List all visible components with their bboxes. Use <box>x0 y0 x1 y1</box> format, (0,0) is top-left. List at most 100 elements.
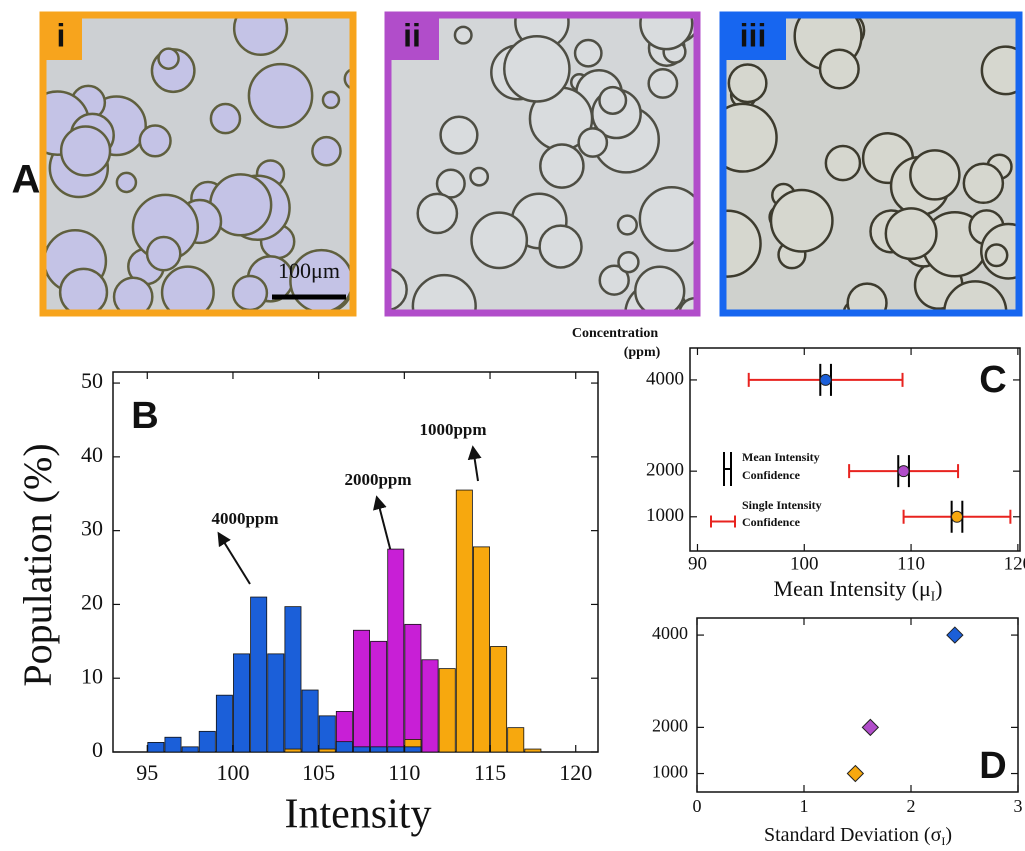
y-axis-label: Concentration <box>572 326 659 341</box>
bar <box>284 606 302 753</box>
droplet <box>598 264 630 296</box>
droplet <box>962 162 1005 205</box>
droplet <box>115 171 138 194</box>
droplet <box>58 267 109 316</box>
droplet <box>321 90 341 110</box>
image-border <box>719 11 1023 317</box>
point <box>950 510 963 523</box>
arrow <box>467 445 482 482</box>
droplet <box>720 209 762 278</box>
image-border <box>384 11 701 317</box>
annotation: 1000ppm <box>419 420 486 439</box>
bar <box>353 629 370 753</box>
bar <box>524 748 542 753</box>
bar <box>318 715 336 753</box>
droplet <box>598 85 628 115</box>
legend-symbol <box>723 452 732 486</box>
droplet <box>209 102 242 135</box>
droplet <box>112 276 154 316</box>
droplet <box>470 211 529 270</box>
droplet <box>435 168 466 199</box>
image-label-box <box>720 12 786 60</box>
bar <box>318 748 336 753</box>
bar <box>301 689 319 753</box>
droplet <box>824 144 862 182</box>
annotation: 2000ppm <box>344 470 411 489</box>
droplet <box>577 127 609 158</box>
scale-bar-label: 100μm <box>278 258 340 283</box>
droplet <box>503 35 571 103</box>
droplet <box>634 265 686 316</box>
bar <box>335 741 353 753</box>
droplet <box>231 274 269 312</box>
droplet <box>984 243 1009 268</box>
image-label: iii <box>740 17 767 53</box>
x-axis-label: Mean Intensity (μI) <box>774 576 943 604</box>
plot-frame <box>689 347 1021 552</box>
bar <box>164 736 182 753</box>
droplet <box>573 38 603 68</box>
droplet <box>639 12 694 51</box>
y-tick-label: 30 <box>81 516 103 541</box>
y-tick-label: 40 <box>81 442 103 467</box>
bar <box>284 748 302 753</box>
droplet <box>617 250 640 274</box>
droplet <box>884 207 938 261</box>
x-axis-label: Intensity <box>285 792 432 838</box>
x-axis-label-part: Standard Deviation (σ <box>764 824 942 846</box>
y-tick-label: 1000 <box>646 505 684 526</box>
x-axis-label-part: ) <box>945 824 952 846</box>
x-tick-label: 1 <box>800 796 809 816</box>
droplet <box>727 63 768 104</box>
droplet <box>539 143 585 189</box>
droplet <box>909 149 961 201</box>
x-tick-label: 120 <box>559 760 592 785</box>
x-axis-label-part: I <box>941 834 945 848</box>
plot-frame <box>696 617 1019 793</box>
droplet <box>311 135 342 167</box>
droplet <box>818 48 860 90</box>
bar <box>370 640 388 753</box>
x-tick-label: 110 <box>388 760 420 785</box>
bar <box>472 546 490 753</box>
x-tick-label: 3 <box>1014 796 1023 816</box>
panel-label: B <box>131 395 158 437</box>
point <box>946 626 964 644</box>
droplet <box>416 192 459 235</box>
point <box>861 718 880 737</box>
x-tick-label: 90 <box>688 553 707 574</box>
droplet <box>647 68 679 99</box>
x-tick-label: 115 <box>474 760 506 785</box>
image-label-box <box>40 12 82 60</box>
droplet <box>638 185 700 253</box>
image-label: i <box>57 17 66 53</box>
droplet <box>439 115 479 155</box>
bar <box>198 730 216 753</box>
y-axis-label: (ppm) <box>624 345 661 360</box>
bar <box>421 659 439 753</box>
y-tick-label: 50 <box>81 368 103 393</box>
droplet <box>232 12 289 57</box>
legend-label: Confidence <box>742 515 801 529</box>
bar <box>507 727 525 753</box>
panel-label: A <box>12 158 41 202</box>
x-tick-label: 100 <box>216 760 249 785</box>
point <box>846 764 865 783</box>
bar <box>387 548 405 753</box>
x-axis-label-part: I <box>931 589 935 604</box>
x-tick-label: 120 <box>1004 553 1025 574</box>
bar <box>233 653 251 753</box>
arrow <box>217 531 251 585</box>
bar <box>353 746 370 753</box>
point <box>819 373 832 386</box>
bar <box>250 596 268 753</box>
bar <box>455 489 473 753</box>
bar <box>147 742 165 753</box>
image-label-box <box>385 12 439 60</box>
y-tick-label: 4000 <box>646 368 684 389</box>
image-border <box>39 11 357 317</box>
panel-label: D <box>979 745 1006 787</box>
x-tick-label: 105 <box>302 760 335 785</box>
